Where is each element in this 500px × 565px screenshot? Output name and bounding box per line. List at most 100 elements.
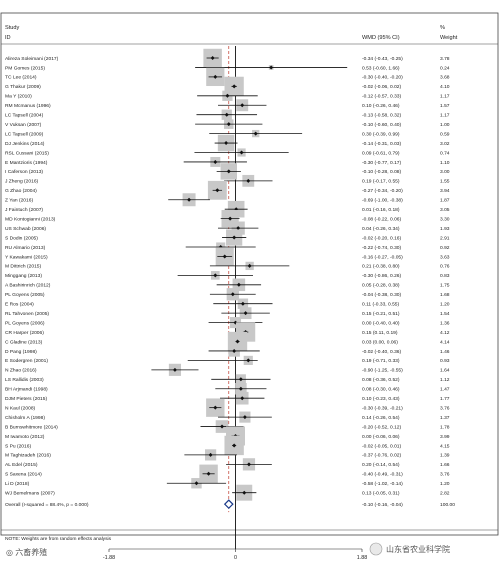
study-name: N Kaul (2008) [5,405,36,411]
study-weight-text: 0.93 [440,358,450,364]
study-ci-text: -0.13 (-0.58, 0.32) [362,113,402,119]
study-name: E Mantzioris (1994) [5,160,48,166]
study-point-estimate [187,197,192,202]
study-point-estimate [226,122,231,127]
study-point-estimate [224,141,229,146]
study-weight-text: 4.12 [440,330,450,336]
study-weight-text: 3.76 [440,472,450,478]
header-weight-symbol: % [440,25,445,31]
study-ci-text: 0.09 (-0.61, 0.79) [362,150,400,156]
study-name: I Caferson (2013) [5,169,43,175]
study-ci-text: -0.27 (-0.34, -0.20) [362,188,403,194]
study-point-estimate [226,169,231,174]
study-point-estimate [239,150,244,155]
study-point-estimate [238,377,243,382]
header-id: ID [5,35,11,41]
study-weight-text: 0.24 [440,65,450,71]
plot-area: Alireza Soleimani (2017) -0.34 (-0.43, -0… [5,46,455,549]
study-ci-text: 0.08 (-0.30, 0.46) [362,387,400,393]
study-point-estimate [213,273,218,278]
study-point-estimate [240,396,245,401]
study-point-estimate [220,424,225,429]
study-weight-text: 4.15 [440,443,450,449]
study-name: RSL Cussani (2015) [5,150,49,156]
study-name: S Pu (2016) [5,443,31,449]
study-name: E Ros (2004) [5,302,34,308]
study-ci-text: -0.12 (-0.57, 0.33) [362,94,402,100]
study-ci-text: -0.08 (-0.22, 0.06) [362,216,402,222]
study-ci-text: -0.30 (-0.86, 0.26) [362,273,402,279]
plot-border [0,12,499,536]
study-ci-text: -0.34 (-0.43, -0.25) [362,56,403,62]
study-weight-text: 0.83 [440,273,450,279]
study-point-estimate [236,282,241,287]
study-weight-text: 1.57 [440,103,450,109]
study-weight-text: 3.94 [440,188,450,194]
study-point-estimate [228,216,233,221]
study-ci-text: -0.69 (-1.00, -0.38) [362,198,403,204]
study-weight-text: 1.77 [440,396,450,402]
study-weight-text: 1.46 [440,349,450,355]
study-ci-text: 0.15 (-0.21, 0.51) [362,311,400,317]
study-name: S Saxena (2014) [5,472,42,478]
study-point-estimate [210,56,215,60]
study-ci-text: -0.30 (-0.39, -0.21) [362,405,403,411]
study-ci-text: 0.01 (-0.16, 0.18) [362,207,400,213]
study-point-estimate [240,301,245,306]
study-weight-text: 1.93 [440,226,450,232]
study-weight-text: 3.78 [440,56,450,62]
overall-label: Overall (I-squared = 88.4%, p = 0.000) [5,502,89,508]
study-name: M Taghizadeh (2016) [5,453,51,459]
study-point-estimate [213,74,218,79]
study-weight-text: 3.63 [440,254,450,260]
study-point-estimate [242,415,247,420]
study-name: Y Kawakami (2015) [5,254,48,260]
study-weight-text: 4.14 [440,339,450,345]
study-ci-text: -0.37 (-0.76, 0.02) [362,453,402,459]
study-weight-text: 1.20 [440,302,450,308]
study-name: WJ Bemelmans (2007) [5,491,55,497]
study-point-estimate [247,263,252,268]
study-point-estimate [222,254,227,259]
x-tick-label: 1.88 [357,555,368,560]
study-point-estimate [243,311,248,316]
study-name: MD Kontogianni (2013) [5,216,56,222]
study-weight-text: 3.30 [440,216,450,222]
study-point-estimate [242,490,247,495]
study-weight-text: 1.47 [440,387,450,393]
study-point-estimate [232,84,237,89]
study-ci-text: -0.30 (-0.40, -0.20) [362,75,403,81]
x-axis-ticks: -1.88 0 1.88 [103,549,368,561]
study-point-estimate [238,386,243,391]
study-weight-text: 3.00 [440,169,450,175]
study-name: G Thakur (2009) [5,84,41,90]
study-ci-text: 0.21 (-0.38, 0.80) [362,264,400,270]
overall-diamond [223,499,234,509]
study-point-estimate [172,367,177,372]
study-ci-text: -0.14 (-0.31, 0.03) [362,141,402,147]
study-weight-text: 1.75 [440,283,450,289]
study-weight-text: 1.00 [440,122,450,128]
study-weight-text: 3.76 [440,405,450,411]
study-name: N Zhao (2016) [5,368,37,374]
study-weight-text: 1.17 [440,113,450,119]
study-name: Li D (2018) [5,481,30,487]
study-ci-text: -0.20 (-0.52, 0.12) [362,424,402,430]
study-weight-text: 0.76 [440,264,450,270]
study-name: BH Arjmandi (1998) [5,387,48,393]
study-ci-text: -0.58 (-1.02, -0.14) [362,481,403,487]
study-ci-text: 0.13 (-0.05, 0.31) [362,491,400,497]
study-name: RL Tahvonen (2005) [5,311,49,317]
study-weight-text: 1.12 [440,377,450,383]
study-weight-text: 1.39 [440,453,450,459]
study-name: PL Goyens (2006) [5,320,45,326]
study-ci-text: -0.10 (-0.28, 0.08) [362,169,402,175]
study-ci-text: -0.16 (-0.27, -0.05) [362,254,403,260]
study-weight-text: 1.36 [440,320,450,326]
study-name: LC Tapsell (2009) [5,131,44,137]
overall-weight-text: 100.00 [440,502,455,508]
study-name: Chisholm A (1998) [5,415,45,421]
study-ci-text: 0.05 (-0.28, 0.38) [362,283,400,289]
study-name: V Vuksan (2007) [5,122,42,128]
study-point-estimate [253,131,258,136]
